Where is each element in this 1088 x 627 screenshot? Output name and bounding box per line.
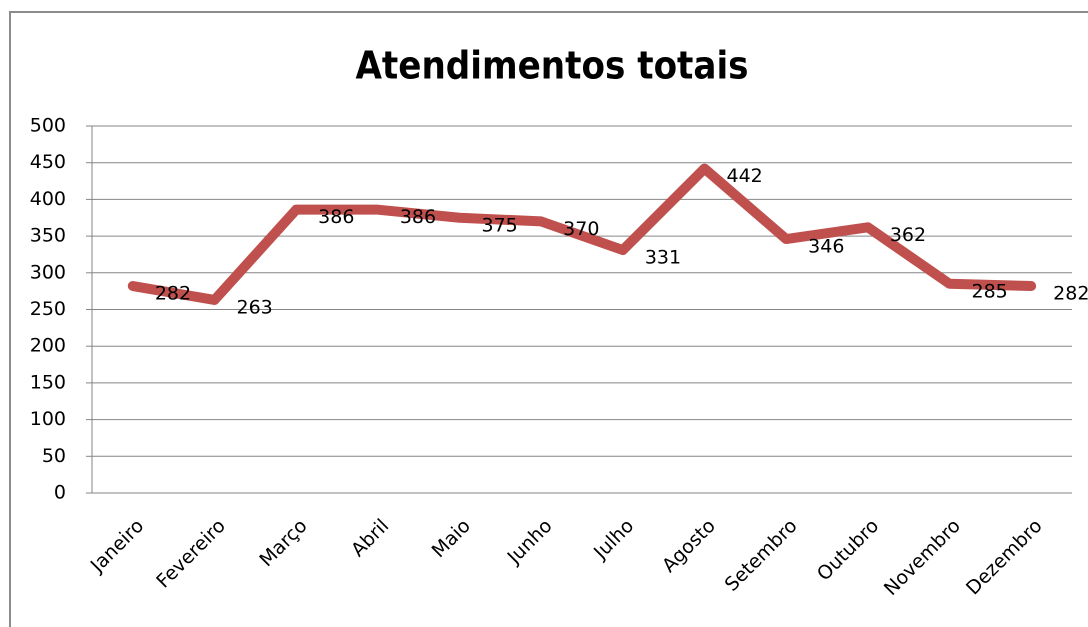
data-label: 386 (400, 206, 436, 228)
y-tick-label: 150 (30, 371, 66, 393)
data-label: 331 (645, 247, 681, 269)
y-tick-label: 200 (30, 335, 66, 357)
y-tick-label: 300 (30, 261, 66, 283)
data-label: 386 (318, 206, 354, 228)
y-tick-label: 350 (30, 225, 66, 247)
y-tick-label: 450 (30, 151, 66, 173)
data-label: 282 (155, 283, 191, 305)
data-label: 370 (563, 218, 599, 240)
data-label: 285 (972, 280, 1008, 302)
y-tick-label: 400 (30, 188, 66, 210)
data-label: 282 (1053, 283, 1088, 305)
y-tick-label: 250 (30, 298, 66, 320)
data-line (127, 163, 1037, 305)
chart-title: Atendimentos totais (355, 44, 748, 88)
chart-frame (9, 11, 1088, 627)
data-label: 442 (727, 165, 763, 187)
y-tick-label: 50 (42, 445, 66, 467)
y-tick-label: 100 (30, 408, 66, 430)
data-label: 362 (890, 224, 926, 246)
y-tick-label: 0 (54, 482, 66, 504)
data-label: 375 (482, 214, 518, 236)
data-label: 346 (808, 236, 844, 258)
y-tick-label: 500 (30, 115, 66, 137)
data-label: 263 (237, 296, 273, 318)
